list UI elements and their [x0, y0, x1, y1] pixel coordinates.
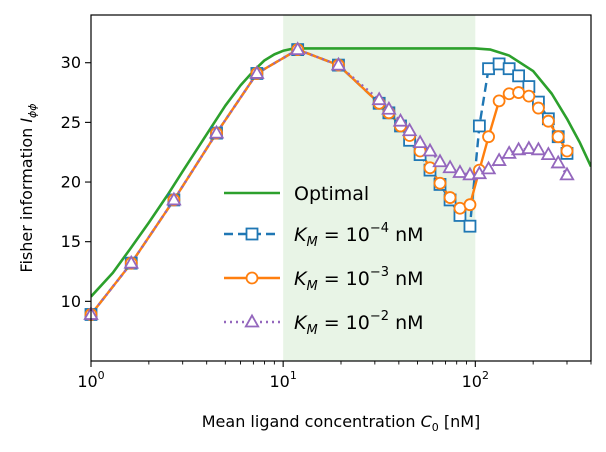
- data-point-s3-13: [432, 153, 448, 168]
- data-point-s3-19: [491, 152, 507, 166]
- data-point-s2-18: [482, 130, 495, 144]
- data-point-s1-17: [472, 119, 486, 133]
- data-point-s1-21: [512, 69, 526, 83]
- data-point-s3-21: [510, 141, 527, 156]
- series-markers: [83, 41, 575, 321]
- data-point-s3-5: [289, 41, 306, 55]
- data-point-s3-8: [381, 100, 397, 115]
- data-point-s3-24: [540, 146, 557, 160]
- data-point-s3-26: [559, 166, 575, 181]
- legend-label-2: KM = 10−3 nM: [294, 265, 424, 294]
- data-point-s2-14: [443, 191, 457, 204]
- legend: Optimal KM = 10−4 nM KM = 10−3 nM KM = 10−2…: [224, 183, 424, 338]
- legend-label-1: KM = 10−4 nM: [294, 221, 424, 250]
- legend-label-0: Optimal: [294, 183, 369, 205]
- x-tick-label: 100: [77, 369, 104, 391]
- y-tick-label: 15: [61, 232, 81, 251]
- y-axis-label: Fisher information Iϕϕ: [17, 103, 39, 272]
- data-point-s2-12: [423, 161, 437, 175]
- data-point-s3-2: [166, 191, 182, 206]
- legend-label-3: KM = 10−2 nM: [294, 309, 424, 338]
- y-tick-label: 30: [61, 53, 81, 72]
- data-point-s2-25: [551, 130, 565, 144]
- legend-marker-2: [245, 271, 259, 285]
- data-point-s3-7: [371, 91, 387, 106]
- data-point-s3-3: [208, 124, 225, 139]
- data-point-s3-18: [480, 160, 497, 175]
- data-point-s3-1: [123, 254, 139, 269]
- data-point-s2-24: [541, 114, 555, 128]
- legend-marker-3: [244, 313, 260, 328]
- data-point-s3-23: [530, 141, 547, 156]
- data-point-s2-26: [560, 144, 574, 158]
- data-point-s2-13: [433, 176, 447, 190]
- x-tick-label: 102: [462, 369, 489, 391]
- data-point-s2-16: [463, 198, 477, 212]
- data-point-s3-10: [401, 122, 418, 137]
- data-point-s3-25: [550, 154, 566, 169]
- legend-marker-1: [245, 227, 259, 241]
- data-point-s2-21: [512, 86, 526, 99]
- data-point-s1-20: [502, 62, 516, 76]
- data-point-s2-19: [492, 94, 506, 108]
- data-point-s2-23: [532, 101, 545, 115]
- y-tick-label: 10: [61, 292, 81, 311]
- data-point-s1-18: [482, 62, 495, 76]
- data-point-s3-22: [521, 140, 537, 155]
- x-tick-label: 101: [269, 369, 296, 391]
- data-point-s2-22: [522, 89, 536, 103]
- data-point-s3-4: [249, 65, 265, 79]
- data-point-s3-11: [412, 134, 428, 149]
- data-point-s3-6: [330, 56, 347, 71]
- data-point-s3-14: [442, 159, 458, 174]
- data-point-s3-15: [452, 164, 468, 178]
- y-axis: 10 15 20 25 30: [61, 53, 91, 311]
- data-point-s3-9: [392, 112, 409, 127]
- data-point-s3-12: [422, 142, 438, 157]
- x-axis: 100 101 102: [77, 361, 592, 391]
- y-tick-label: 20: [61, 173, 81, 192]
- y-tick-label: 25: [61, 113, 81, 132]
- data-point-s1-16: [463, 219, 477, 233]
- x-axis-label: Mean ligand concentration C0 [nM]: [202, 412, 481, 434]
